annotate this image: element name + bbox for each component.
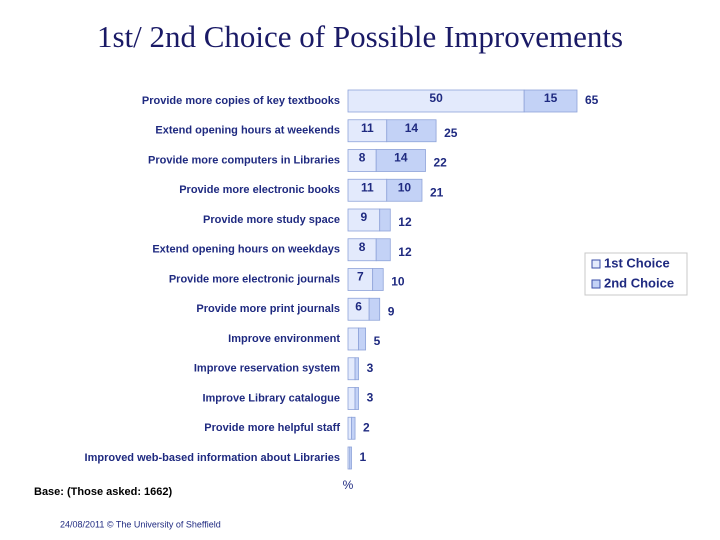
bar-segment <box>347 357 356 381</box>
segment-label: 50 <box>429 91 443 105</box>
segment-label: 8 <box>359 240 366 254</box>
segment-label: 14 <box>405 121 419 135</box>
y-tick-label: Improve environment <box>228 333 340 345</box>
x-axis-label: % <box>343 478 354 492</box>
legend-label: 1st Choice <box>604 255 670 270</box>
bar-segment <box>368 297 381 321</box>
segment-label: 11 <box>361 121 374 135</box>
total-label: 1 <box>360 450 367 464</box>
total-label: 9 <box>388 304 395 318</box>
bar-segment <box>349 446 352 470</box>
bar-segment <box>523 89 578 113</box>
total-label: 2 <box>363 420 370 434</box>
total-label: 25 <box>444 126 458 140</box>
y-tick-label: Provide more computers in Libraries <box>148 154 340 166</box>
y-tick-label: Improve reservation system <box>194 363 340 375</box>
legend-label: 2nd Choice <box>604 275 674 290</box>
total-label: 21 <box>430 185 444 199</box>
total-label: 12 <box>398 245 412 259</box>
bar-segment <box>375 238 391 262</box>
segment-label: 6 <box>355 299 362 313</box>
y-tick-label: Extend opening hours on weekdays <box>152 244 340 256</box>
segment-label: 14 <box>394 151 408 165</box>
total-label: 22 <box>434 156 448 170</box>
legend-swatch <box>591 279 601 289</box>
legend-swatch <box>591 259 601 269</box>
bar-segment <box>354 357 359 381</box>
segment-label: 11 <box>361 180 374 194</box>
total-label: 10 <box>391 275 405 289</box>
bar-segment <box>347 327 359 351</box>
total-label: 5 <box>374 334 381 348</box>
y-tick-label: Extend opening hours at weekends <box>155 125 340 137</box>
y-tick-label: Provide more print journals <box>196 303 340 315</box>
bar-segment <box>379 208 391 232</box>
total-label: 3 <box>367 361 374 375</box>
y-tick-label: Provide more study space <box>203 214 340 226</box>
chart-title: 1st/ 2nd Choice of Possible Improvements <box>97 19 623 54</box>
bar-segment <box>354 387 359 410</box>
footer: 24/08/2011 © The University of Sheffield <box>60 519 221 529</box>
bar-segment <box>358 327 367 351</box>
y-tick-label: Improved web-based information about Lib… <box>85 452 340 464</box>
y-tick-label: Provide more electronic journals <box>169 273 340 285</box>
segment-label: 9 <box>361 210 368 224</box>
base-note: Base: (Those asked: 1662) <box>34 486 173 498</box>
total-label: 12 <box>398 215 412 229</box>
y-tick-label: Provide more electronic books <box>179 184 340 196</box>
segment-label: 8 <box>359 151 366 165</box>
y-tick-label: Provide more helpful staff <box>204 422 340 434</box>
bar-segment <box>386 178 423 202</box>
segment-label: 7 <box>357 270 364 284</box>
bar-segment <box>386 119 437 143</box>
y-tick-label: Provide more copies of key textbooks <box>142 95 340 107</box>
bar-segment <box>347 416 352 440</box>
legend-box <box>584 252 688 296</box>
total-label: 65 <box>585 93 599 107</box>
bar-segment <box>351 416 356 440</box>
segment-label: 10 <box>398 180 412 194</box>
bar-segment <box>375 149 426 172</box>
total-label: 3 <box>367 391 374 405</box>
bar-segment <box>347 387 356 410</box>
y-tick-label: Improve Library catalogue <box>202 392 340 404</box>
bar-segment <box>372 268 384 291</box>
segment-label: 15 <box>544 91 558 105</box>
